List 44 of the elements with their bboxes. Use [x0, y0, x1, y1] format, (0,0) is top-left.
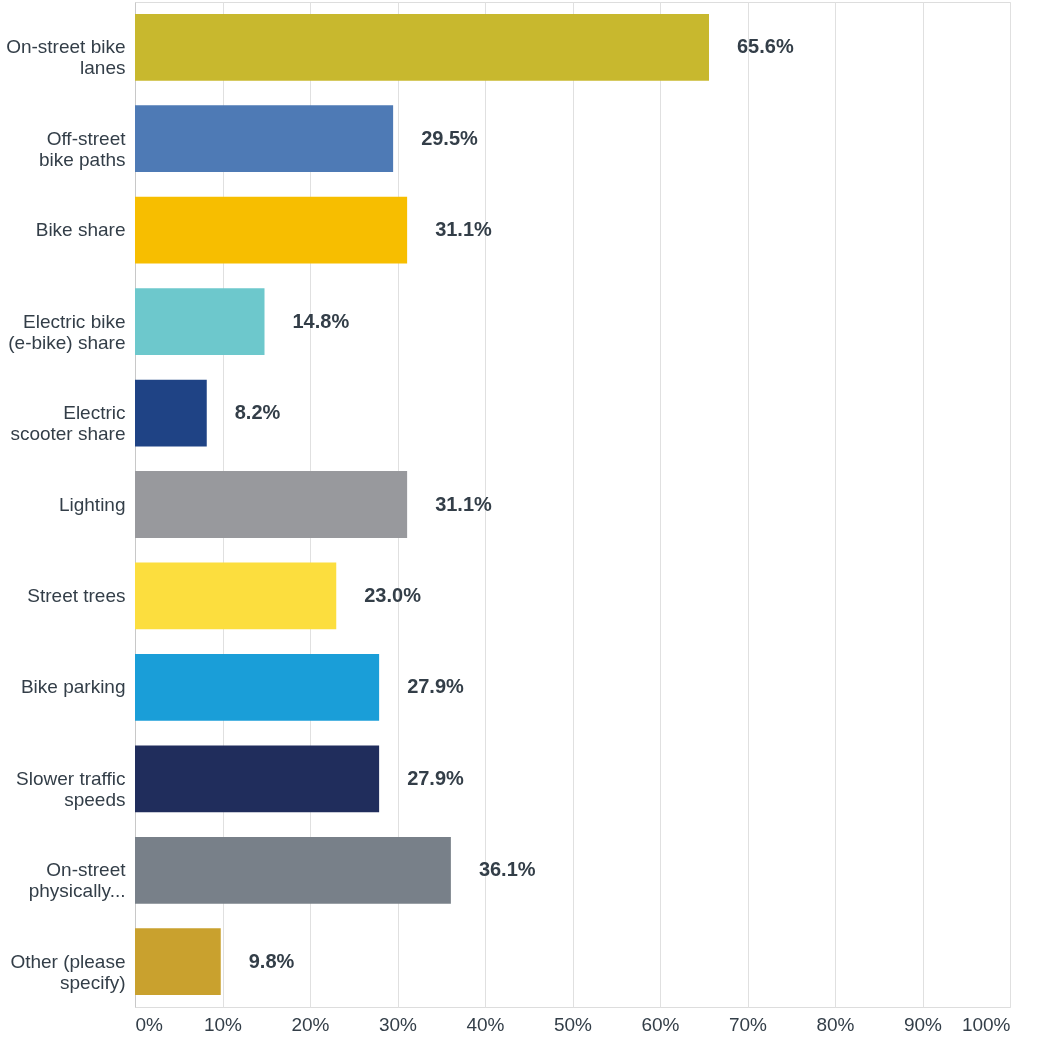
data-label: 27.9%: [407, 766, 465, 789]
x-tick-label: 30%: [378, 1013, 418, 1035]
y-tick-label: On-street physically...: [28, 859, 127, 902]
data-label: 29.5%: [421, 126, 479, 149]
y-tick-label: Other (please specify): [10, 950, 126, 993]
bar: [135, 379, 207, 447]
bar: [135, 562, 337, 630]
x-tick-label: 40%: [466, 1013, 505, 1035]
data-label: 23.0%: [364, 583, 422, 606]
y-tick-label: Electric bike (e-bike) share: [8, 310, 126, 353]
data-label: 65.6%: [737, 35, 794, 58]
x-tick-label: 80%: [816, 1013, 855, 1035]
data-label: 36.1%: [478, 858, 536, 881]
data-label: 14.8%: [292, 309, 350, 332]
data-label: 31.1%: [435, 492, 493, 515]
bar: [135, 745, 380, 813]
y-tick-label: Off-street bike paths: [38, 127, 127, 170]
x-tick-label: 50%: [553, 1013, 593, 1035]
y-tick-label: Slower traffic speeds: [16, 767, 126, 810]
x-tick-label: 90%: [903, 1013, 943, 1035]
y-tick-label: Street trees: [27, 584, 126, 606]
x-tick-label: 100%: [961, 1013, 1011, 1035]
bar: [135, 196, 408, 264]
bar: [135, 288, 265, 355]
y-tick-label: Lighting: [58, 493, 126, 515]
x-tick-label: 0%: [135, 1013, 164, 1035]
bar: [135, 105, 394, 173]
y-tick-label: Bike parking: [20, 676, 126, 698]
y-tick-label: Electric scooter share: [10, 402, 126, 445]
data-label: 31.1%: [435, 218, 493, 241]
bar: [135, 836, 451, 904]
y-tick-label: Bike share: [35, 219, 126, 241]
bar: [135, 13, 709, 81]
bar: [135, 471, 408, 538]
bar: [135, 928, 221, 996]
x-tick-label: 70%: [728, 1013, 768, 1035]
data-label: 8.2%: [234, 401, 281, 424]
y-tick-label: On-street bike lanes: [6, 36, 126, 79]
x-tick-label: 20%: [291, 1013, 330, 1035]
x-tick-label: 10%: [203, 1013, 243, 1035]
bar: [135, 654, 380, 721]
data-label: 27.9%: [407, 675, 465, 698]
data-label: 9.8%: [248, 949, 295, 972]
x-tick-label: 60%: [641, 1013, 680, 1035]
